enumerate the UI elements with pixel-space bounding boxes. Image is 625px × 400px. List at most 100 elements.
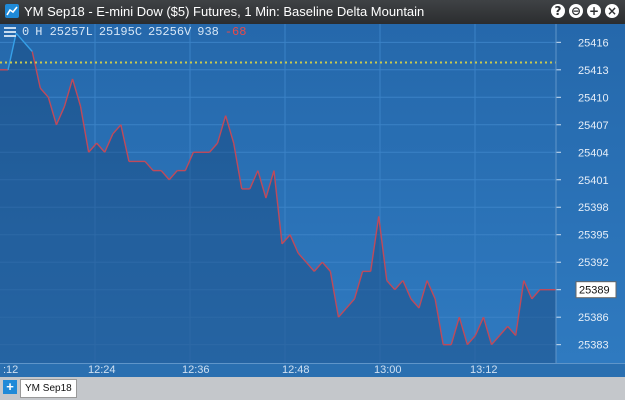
price-line-segment (63, 78, 74, 107)
last-price-label: 25389 (579, 285, 610, 297)
price-line-segment (507, 325, 517, 336)
price-line-segment (160, 170, 170, 181)
price-line-segment (491, 335, 501, 346)
price-chart[interactable]: 25416 25413 25410 25407 25404 25401 25398 25395… (0, 24, 625, 363)
price-line-segment (378, 216, 388, 281)
price-line-segment (369, 216, 380, 272)
price-line-segment (15, 32, 25, 43)
price-line-segment (386, 280, 396, 291)
change-value: -68 (224, 25, 247, 39)
price-line-segment (410, 298, 420, 309)
price-line-segment (499, 325, 509, 336)
time-label: 12:48 (282, 364, 310, 376)
price-line-segment (466, 335, 476, 346)
volume-value: 25256V (148, 25, 192, 39)
help-button[interactable]: ? (551, 4, 565, 18)
price-line-segment (531, 289, 541, 300)
price-line-segment (345, 298, 356, 309)
price-tick-label: 25395 (578, 230, 609, 242)
time-label: 13:12 (470, 364, 498, 376)
time-label: 12:24 (88, 364, 116, 376)
minimize-button[interactable]: ⊖ (569, 4, 583, 18)
price-line-segment (297, 252, 307, 263)
add-tab-button[interactable]: + (3, 380, 17, 394)
open-value: 0 (22, 25, 30, 39)
price-line-segment (71, 78, 82, 107)
time-axis: :12 12:24 12:36 12:48 13:00 13:12 (0, 363, 625, 378)
window-title: YM Sep18 - E-mini Dow ($5) Futures, 1 Mi… (24, 4, 425, 19)
price-tick-label: 25413 (578, 65, 609, 77)
chart-toolbar: 0 H 25257L 25195C 25256V 938 -68 (4, 24, 246, 40)
close-button[interactable]: × (605, 4, 619, 18)
price-line-segment (353, 271, 364, 300)
time-label: 13:00 (374, 364, 402, 376)
price-line-segment (120, 124, 130, 162)
chart-area[interactable]: 25416 25413 25410 25407 25404 25401 25398 25395… (0, 24, 625, 363)
price-tick-label: 25407 (578, 120, 609, 132)
last-price-tag (575, 281, 617, 299)
price-tick-label: 25401 (578, 175, 609, 187)
price-line-segment (104, 133, 114, 153)
price-line-segment (289, 234, 299, 254)
price-line-segment (474, 316, 485, 336)
price-line-segment (96, 142, 106, 153)
price-tick-label: 25398 (578, 202, 609, 214)
maximize-button[interactable]: + (587, 4, 601, 18)
price-tick-label: 25410 (578, 92, 609, 104)
price-line-segment (47, 97, 58, 125)
close-value: 25195C (98, 25, 143, 39)
price-line-segment (257, 170, 267, 199)
price-line-segment (515, 280, 525, 336)
price-line-segment (55, 106, 66, 126)
price-line-segment (281, 234, 291, 245)
chart-marks (0, 32, 556, 363)
price-line-segment (39, 87, 49, 98)
mountain-area (0, 33, 556, 363)
volume-count: 938 (197, 25, 219, 39)
footer-tabbar: + YM Sep18 (0, 377, 625, 400)
price-line-segment (426, 280, 436, 300)
price-line-segment (434, 298, 444, 345)
price-line-segment (265, 170, 275, 199)
price-line-segment (224, 115, 235, 144)
price-axis: 25416 25413 25410 25407 25404 25401 25398 25395… (555, 24, 617, 363)
price-line-segment (305, 261, 315, 272)
price-tick-label: 25392 (578, 257, 609, 269)
price-line-segment (216, 115, 227, 144)
chart-app-icon (5, 4, 19, 18)
price-line-segment (112, 124, 122, 135)
price-tick-label: 25416 (578, 37, 609, 49)
grid (0, 24, 556, 363)
price-line-segment (31, 51, 41, 89)
price-line-segment (23, 41, 33, 52)
price-line-segment (232, 142, 243, 190)
price-line-segment (144, 160, 154, 172)
price-line-segment (249, 170, 259, 190)
time-label-partial: :12 (3, 364, 19, 376)
time-label: 12:36 (182, 364, 210, 376)
price-line-segment (394, 280, 404, 291)
price-line-segment (329, 271, 340, 318)
price-line-segment (458, 316, 469, 345)
price-line-segment (450, 316, 460, 345)
price-line-segment (313, 261, 323, 272)
price-line-segment (402, 280, 412, 300)
price-line-segment (184, 151, 195, 171)
tab-ym-sep18[interactable]: YM Sep18 (20, 379, 77, 398)
price-line-segment (337, 307, 348, 318)
price-line-segment (523, 280, 533, 300)
price-line-segment (208, 142, 219, 153)
price-tick-label: 25383 (578, 340, 609, 352)
price-tick-label: 25386 (578, 312, 609, 324)
price-tick-label: 25404 (578, 147, 609, 159)
price-line-segment (321, 261, 331, 272)
price-line-segment (79, 106, 90, 153)
price-line-segment (418, 280, 428, 309)
price-line-segment (168, 170, 178, 181)
price-line-segment (273, 170, 283, 244)
price-line-segment (7, 33, 17, 70)
price-line-segment (482, 316, 493, 345)
high-low-value: H 25257L (35, 25, 93, 39)
menu-icon[interactable] (4, 27, 16, 37)
price-line-segment (88, 142, 98, 153)
